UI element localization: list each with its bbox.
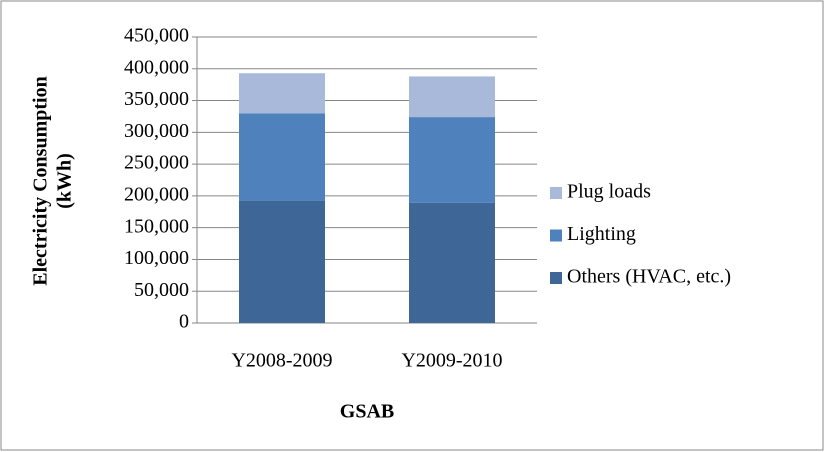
bar-segment xyxy=(239,200,325,323)
bar-segment xyxy=(239,73,325,114)
x-tick-label: Y2009-2010 xyxy=(401,350,502,372)
bar-segment xyxy=(409,117,495,203)
y-tick-label: 400,000 xyxy=(124,56,189,78)
bar-segment xyxy=(239,113,325,201)
y-tick-label: 450,000 xyxy=(124,25,189,47)
x-axis-label: GSAB xyxy=(340,401,394,423)
y-tick-label: 250,000 xyxy=(124,152,189,174)
legend-swatch xyxy=(550,229,562,242)
legend-label: Plug loads xyxy=(567,181,651,203)
y-tick-label: 100,000 xyxy=(124,247,189,269)
y-axis-label: Electricity Consumption xyxy=(30,76,52,285)
legend-label: Others (HVAC, etc.) xyxy=(567,266,731,288)
y-tick-label: 350,000 xyxy=(124,88,189,110)
y-axis-label: (kWh) xyxy=(54,153,76,209)
legend-swatch xyxy=(550,272,562,284)
legend-swatch xyxy=(550,187,562,199)
y-tick-label: 150,000 xyxy=(124,215,189,237)
legend-label: Lighting xyxy=(567,223,636,245)
y-tick-label: 300,000 xyxy=(124,120,189,142)
bar-segment xyxy=(409,76,495,118)
y-tick-label: 0 xyxy=(179,311,189,333)
y-tick-label: 200,000 xyxy=(124,183,189,205)
bar-segment xyxy=(409,202,495,323)
y-tick-label: 50,000 xyxy=(134,279,189,301)
x-tick-label: Y2008-2009 xyxy=(231,350,332,372)
